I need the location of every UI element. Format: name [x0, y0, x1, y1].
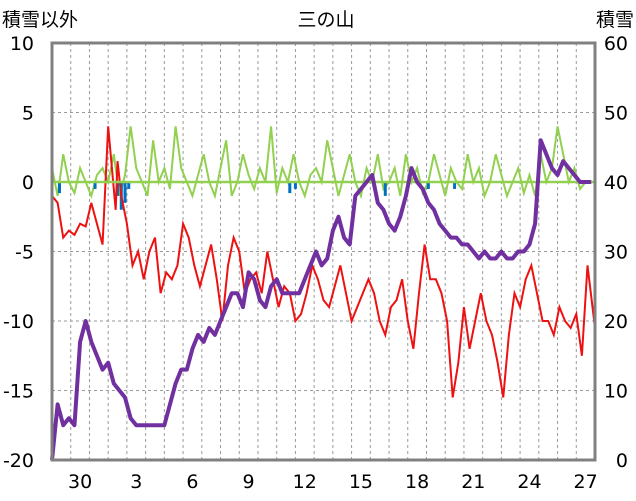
x-tick-label: 30: [68, 471, 92, 493]
series-bar-blue: [453, 182, 457, 189]
series-line-red: [51, 126, 596, 398]
series-bar-blue: [293, 182, 297, 189]
x-tick-label: 21: [461, 471, 485, 493]
x-tick-label: 18: [405, 471, 429, 493]
left-tick-label: -15: [3, 381, 34, 403]
left-tick-label: 5: [22, 103, 34, 125]
series-bar-blue: [426, 182, 430, 189]
x-axis-ticks: 30 3 6 9 12 15 18 21 24 27: [68, 471, 598, 493]
left-axis-title: 積雪以外: [2, 9, 78, 31]
right-tick-label: 40: [604, 172, 628, 194]
right-tick-label: 60: [604, 33, 628, 55]
x-tick-label: 9: [243, 471, 255, 493]
series-bar-blue: [123, 182, 127, 203]
x-tick-label: 15: [349, 471, 373, 493]
series-bar-blue: [116, 182, 120, 196]
right-tick-label: 30: [604, 242, 628, 264]
series-bar-blue: [93, 182, 97, 189]
left-tick-label: -20: [3, 450, 34, 472]
right-axis-title: 積雪: [596, 9, 634, 31]
x-tick-label: 6: [186, 471, 198, 493]
left-tick-label: -10: [3, 311, 34, 333]
x-tick-label: 12: [293, 471, 317, 493]
x-tick-label: 3: [130, 471, 142, 493]
x-tick-label: 24: [517, 471, 541, 493]
series-line-green: [51, 126, 595, 200]
right-tick-label: 50: [604, 103, 628, 125]
series-layer: [50, 126, 596, 461]
x-tick-label: 27: [574, 471, 598, 493]
right-tick-label: 10: [604, 381, 628, 403]
chart-title: 三の山: [297, 9, 354, 31]
right-tick-label: 20: [604, 311, 628, 333]
plot-area-border: [50, 41, 597, 462]
series-bar-blue: [127, 182, 131, 189]
series-line-snow-depth: [50, 138, 592, 461]
series-bar-blue: [57, 182, 61, 194]
series-bar-blue: [383, 182, 387, 196]
right-axis-ticks: 60 50 40 30 20 10 0: [604, 33, 628, 472]
left-axis-ticks: 10 5 0 -5 -10 -15 -20: [3, 33, 34, 472]
left-tick-label: 10: [10, 33, 34, 55]
right-tick-label: 0: [616, 450, 628, 472]
series-bar-blue: [288, 182, 292, 194]
left-tick-label: -5: [15, 242, 34, 264]
grid-lines: [52, 43, 595, 460]
left-tick-label: 0: [22, 172, 34, 194]
